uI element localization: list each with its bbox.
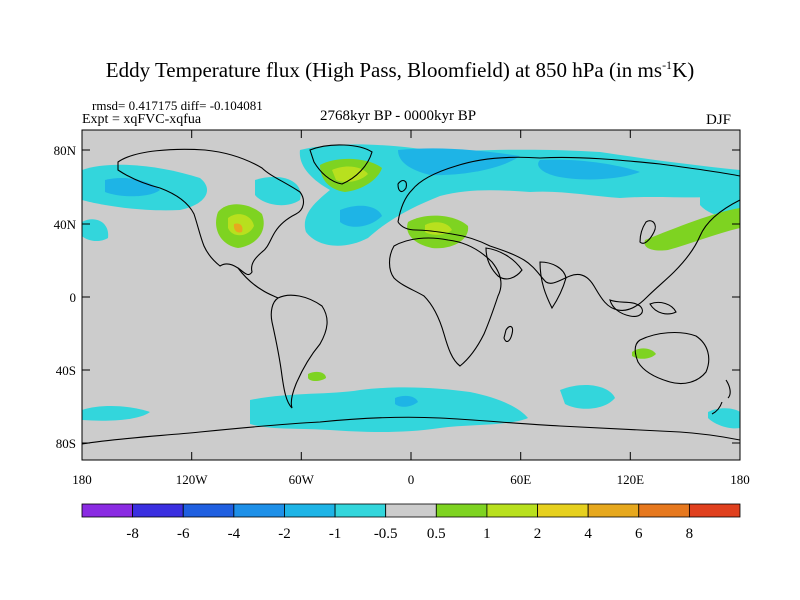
axis-ticks: 80N 40N 0 40S 80S 180 120W 60W 0 60E 120E 180 bbox=[54, 130, 750, 487]
lon-tick-label: 120W bbox=[176, 472, 209, 487]
anomaly-patch bbox=[82, 406, 150, 421]
colorbar-label: 2 bbox=[534, 526, 542, 542]
anomaly-patch bbox=[632, 348, 656, 359]
anomaly-patch bbox=[708, 408, 740, 429]
colorbar-swatch bbox=[182, 503, 235, 518]
lat-tick-label: 40S bbox=[56, 363, 76, 378]
colorbar-label: 4 bbox=[584, 526, 592, 542]
coast-australia bbox=[634, 331, 710, 385]
anomaly-patch bbox=[340, 205, 382, 227]
colorbar-swatch bbox=[435, 503, 488, 518]
colorbar: -8 -6 -4 -2 -1 -0.5 0.5 1 2 4 6 8 bbox=[81, 503, 741, 542]
anomaly-field bbox=[82, 144, 740, 432]
colorbar-swatch bbox=[334, 503, 387, 518]
coast-central-america bbox=[237, 267, 279, 299]
colorbar-swatch bbox=[233, 503, 285, 518]
season-label: DJF bbox=[706, 112, 732, 128]
colorbar-swatch bbox=[81, 503, 134, 518]
coastlines bbox=[82, 144, 740, 445]
anomaly-patch bbox=[308, 371, 326, 381]
lon-tick-label: 0 bbox=[408, 472, 415, 487]
anomaly-patch bbox=[644, 208, 740, 251]
colorbar-swatch bbox=[284, 503, 336, 518]
lon-tick-label: 120E bbox=[617, 472, 645, 487]
period-label: 2768kyr BP - 0000kyr BP bbox=[320, 108, 477, 124]
coast-eurasia bbox=[397, 156, 740, 311]
lat-tick-label: 80S bbox=[56, 436, 76, 451]
colorbar-label: 6 bbox=[635, 526, 643, 542]
colorbar-swatch bbox=[688, 503, 741, 518]
anomaly-patch bbox=[105, 178, 160, 197]
coast-british-isles bbox=[397, 179, 407, 193]
figure-title: Eddy Temperature flux (High Pass, Bloomf… bbox=[0, 58, 800, 83]
colorbar-swatch bbox=[486, 503, 538, 518]
colorbar-label: -4 bbox=[228, 526, 241, 542]
anomaly-patch bbox=[82, 219, 109, 242]
anomaly-patch bbox=[398, 148, 520, 176]
lon-tick-label: 60W bbox=[289, 472, 315, 487]
coast-greenland bbox=[309, 144, 373, 185]
coast-arabia bbox=[485, 247, 523, 280]
colorbar-label: -2 bbox=[278, 526, 291, 542]
lon-tick-label: 180 bbox=[730, 472, 750, 487]
anomaly-patch bbox=[395, 395, 418, 407]
lon-tick-label: 60E bbox=[510, 472, 531, 487]
colorbar-label: 0.5 bbox=[427, 526, 446, 542]
coast-south-america bbox=[270, 294, 328, 409]
colorbar-swatch bbox=[132, 503, 184, 518]
coast-new-zealand bbox=[711, 379, 731, 415]
coast-india bbox=[539, 261, 567, 310]
anomaly-patch bbox=[560, 384, 615, 409]
lat-tick-label: 0 bbox=[70, 290, 77, 305]
anomaly-patch bbox=[425, 222, 452, 235]
coast-madagascar bbox=[503, 325, 514, 343]
colorbar-label: -1 bbox=[329, 526, 342, 542]
coast-japan bbox=[639, 220, 656, 244]
anomaly-patch bbox=[233, 223, 243, 233]
colorbar-swatch bbox=[385, 503, 437, 518]
anomaly-patch bbox=[332, 166, 368, 182]
stats-label: rmsd= 0.417175 diff= -0.104081 bbox=[92, 98, 263, 113]
experiment-label: Expt = xqFVC-xqfua bbox=[82, 112, 202, 127]
colorbar-swatch bbox=[537, 503, 589, 518]
title-superscript: -1 bbox=[662, 58, 673, 72]
coast-southeast-asia bbox=[609, 299, 677, 317]
lat-tick-label: 40N bbox=[54, 217, 77, 232]
coast-africa bbox=[388, 237, 502, 367]
anomaly-patch bbox=[250, 387, 528, 432]
coast-antarctica bbox=[82, 416, 740, 445]
title-text: Eddy Temperature flux (High Pass, Bloomf… bbox=[105, 58, 663, 82]
map-area bbox=[82, 130, 740, 460]
anomaly-patch bbox=[228, 214, 254, 236]
colorbar-label: -0.5 bbox=[374, 526, 398, 542]
lon-tick-label: 180 bbox=[72, 472, 92, 487]
colorbar-label: -8 bbox=[126, 526, 139, 542]
colorbar-swatch bbox=[587, 503, 640, 518]
colorbar-label: 1 bbox=[483, 526, 491, 542]
colorbar-label: -6 bbox=[177, 526, 190, 542]
anomaly-patch bbox=[255, 176, 301, 206]
anomaly-patch bbox=[538, 159, 640, 180]
lat-tick-label: 80N bbox=[54, 143, 77, 158]
colorbar-label: 8 bbox=[686, 526, 694, 542]
coast-north-america bbox=[117, 148, 305, 276]
colorbar-swatch bbox=[638, 503, 690, 518]
title-end: K) bbox=[672, 58, 695, 82]
